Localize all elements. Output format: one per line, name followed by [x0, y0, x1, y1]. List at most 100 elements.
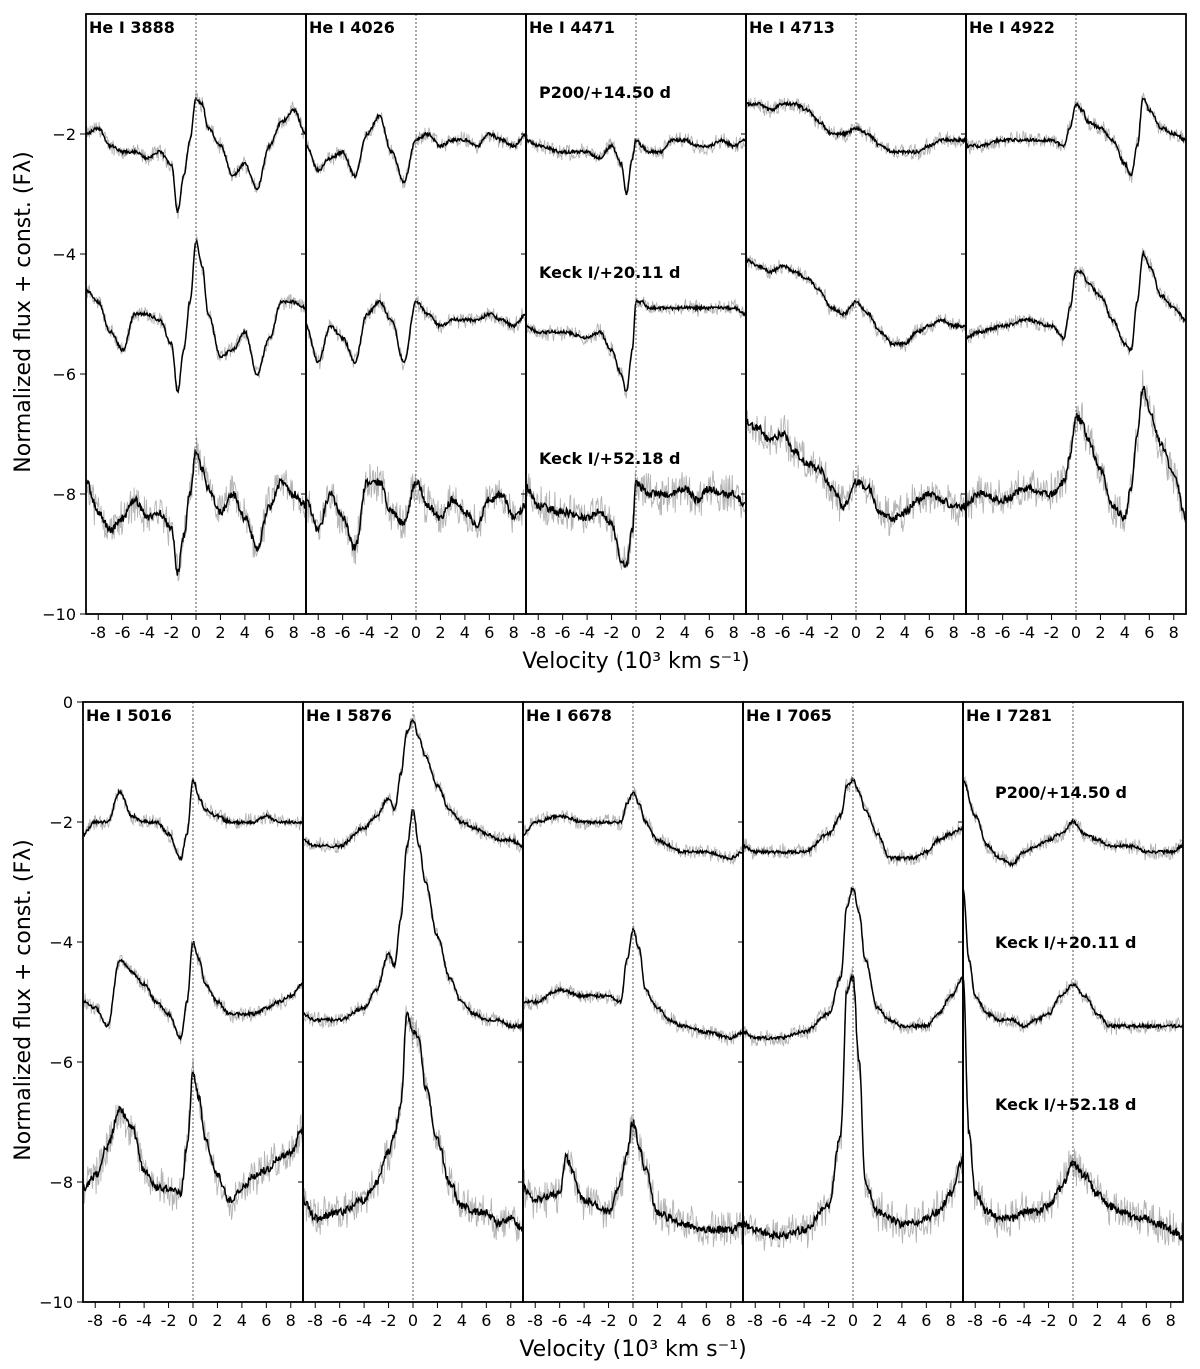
smoothed-spectrum-line: [963, 977, 1183, 1242]
panel-he-i-4471: -8 -6 -4 -2 0 2 4 6 8 He I 4471: [525, 13, 747, 642]
x-tick-label: -6: [775, 623, 791, 642]
smoothed-spectrum-line: [306, 112, 526, 184]
x-tick-label: 6: [921, 1311, 931, 1330]
panel-he-i-4922: -8 -6 -4 -2 0 2 4 6 8 He I 4922: [965, 13, 1187, 642]
raw-spectrum-line: [743, 775, 963, 867]
panel-he-i-4713: -8 -6 -4 -2 0 2 4 6 8 He I 4713: [745, 13, 967, 642]
x-tick-label: 6: [264, 623, 274, 642]
x-tick-label: 0: [411, 623, 421, 642]
x-tick-label: -4: [136, 1311, 152, 1330]
x-tick-label: -2: [1041, 1311, 1057, 1330]
x-tick-label: 8: [289, 623, 299, 642]
panel-title: He I 4471: [529, 18, 615, 37]
x-tick-label: -4: [579, 623, 595, 642]
x-tick-label: 0: [191, 623, 201, 642]
x-tick-label: -4: [1016, 1311, 1032, 1330]
x-tick-label: -4: [359, 623, 375, 642]
x-tick-label: -8: [970, 623, 986, 642]
x-tick-label: 2: [432, 1311, 442, 1330]
x-tick-label: -4: [1019, 623, 1035, 642]
y-tick-label: −10: [39, 1293, 73, 1312]
y-tick-label: −4: [49, 933, 73, 952]
raw-spectrum-line: [86, 436, 306, 582]
x-tick-label: -6: [995, 623, 1011, 642]
x-tick-label: 2: [655, 623, 665, 642]
x-tick-label: 0: [188, 1311, 198, 1330]
smoothed-spectrum-line: [743, 776, 963, 862]
x-tick-label: 2: [215, 623, 225, 642]
x-tick-label: -2: [1044, 623, 1060, 642]
smoothed-spectrum-line: [963, 887, 1183, 1031]
y-tick-label: −6: [49, 1053, 73, 1072]
x-tick-label: 4: [677, 1311, 687, 1330]
x-tick-label: 4: [460, 623, 470, 642]
smoothed-spectrum-line: [523, 1119, 743, 1235]
x-tick-label: 6: [484, 623, 494, 642]
figure-bottom: -8 -6 -4 -2 0 2 4 6 8He I 5016-8 -6 -4 -2 0 2 4 6 8He I …: [11, 693, 1184, 1362]
x-tick-label: -2: [601, 1311, 617, 1330]
raw-spectrum-line: [83, 940, 303, 1045]
x-tick-label: 4: [240, 623, 250, 642]
panel-title: He I 7065: [746, 706, 832, 725]
smoothed-spectrum-line: [303, 718, 523, 850]
panel-he-i-7281: -8 -6 -4 -2 0 2 4 6 8 He I 7281: [962, 701, 1184, 1330]
epoch-label: Keck I/+52.18 d: [539, 449, 681, 468]
x-axis-label: Velocity (10³ km s⁻¹): [519, 1337, 746, 1362]
x-tick-label: -2: [161, 1311, 177, 1330]
x-tick-label: -6: [552, 1311, 568, 1330]
smoothed-spectrum-line: [523, 925, 743, 1041]
panel-title: He I 5876: [306, 706, 392, 725]
x-tick-label: 0: [631, 623, 641, 642]
x-tick-label: 8: [729, 623, 739, 642]
panel-he-i-4026: -8 -6 -4 -2 0 2 4 6 8 He I 4026: [305, 13, 527, 642]
x-tick-label: 8: [949, 623, 959, 642]
x-tick-label: -8: [747, 1311, 763, 1330]
panel-title: He I 3888: [89, 18, 175, 37]
epoch-label: Keck I/+52.18 d: [995, 1095, 1137, 1114]
smoothed-spectrum-line: [86, 449, 306, 576]
x-tick-label: -6: [555, 623, 571, 642]
x-tick-label: -2: [381, 1311, 397, 1330]
x-tick-label: 8: [726, 1311, 736, 1330]
panel-title: He I 6678: [526, 706, 612, 725]
raw-spectrum-line: [966, 92, 1186, 184]
x-tick-label: 4: [1117, 1311, 1127, 1330]
y-axis-label: Normalized flux + const. (Fλ): [11, 839, 36, 1160]
x-tick-label: 2: [872, 1311, 882, 1330]
x-tick-label: -2: [821, 1311, 837, 1330]
x-tick-label: 0: [1071, 623, 1081, 642]
panel-he-i-6678: -8 -6 -4 -2 0 2 4 6 8 He I 6678: [522, 701, 744, 1330]
y-tick-label: −2: [52, 125, 76, 144]
x-tick-label: 6: [481, 1311, 491, 1330]
x-tick-label: 0: [1068, 1311, 1078, 1330]
raw-spectrum-line: [963, 890, 1183, 1035]
x-tick-label: -8: [90, 623, 106, 642]
smoothed-spectrum-line: [743, 886, 963, 1042]
x-tick-label: -8: [307, 1311, 323, 1330]
smoothed-spectrum-line: [526, 479, 746, 569]
x-tick-label: 2: [212, 1311, 222, 1330]
x-tick-label: 0: [408, 1311, 418, 1330]
x-tick-label: 0: [628, 1311, 638, 1330]
x-tick-label: 4: [900, 623, 910, 642]
y-axis-label: Normalized flux + const. (Fλ): [11, 151, 36, 472]
x-tick-label: 2: [1095, 623, 1105, 642]
x-tick-label: -4: [796, 1311, 812, 1330]
x-tick-label: -6: [115, 623, 131, 642]
x-tick-label: 8: [286, 1311, 296, 1330]
y-tick-label: −8: [49, 1173, 73, 1192]
raw-spectrum-line: [303, 714, 523, 855]
x-tick-label: 4: [457, 1311, 467, 1330]
x-tick-label: -6: [772, 1311, 788, 1330]
x-tick-label: -4: [799, 623, 815, 642]
panel-title: He I 4713: [749, 18, 835, 37]
x-tick-label: -2: [384, 623, 400, 642]
epoch-label: Keck I/+20.11 d: [539, 263, 681, 282]
epoch-label: P200/+14.50 d: [995, 783, 1127, 802]
y-tick-label: 0: [63, 693, 73, 712]
y-tick-label: −6: [52, 365, 76, 384]
x-tick-label: -4: [139, 623, 155, 642]
x-tick-label: 8: [509, 623, 519, 642]
x-tick-label: 6: [924, 623, 934, 642]
